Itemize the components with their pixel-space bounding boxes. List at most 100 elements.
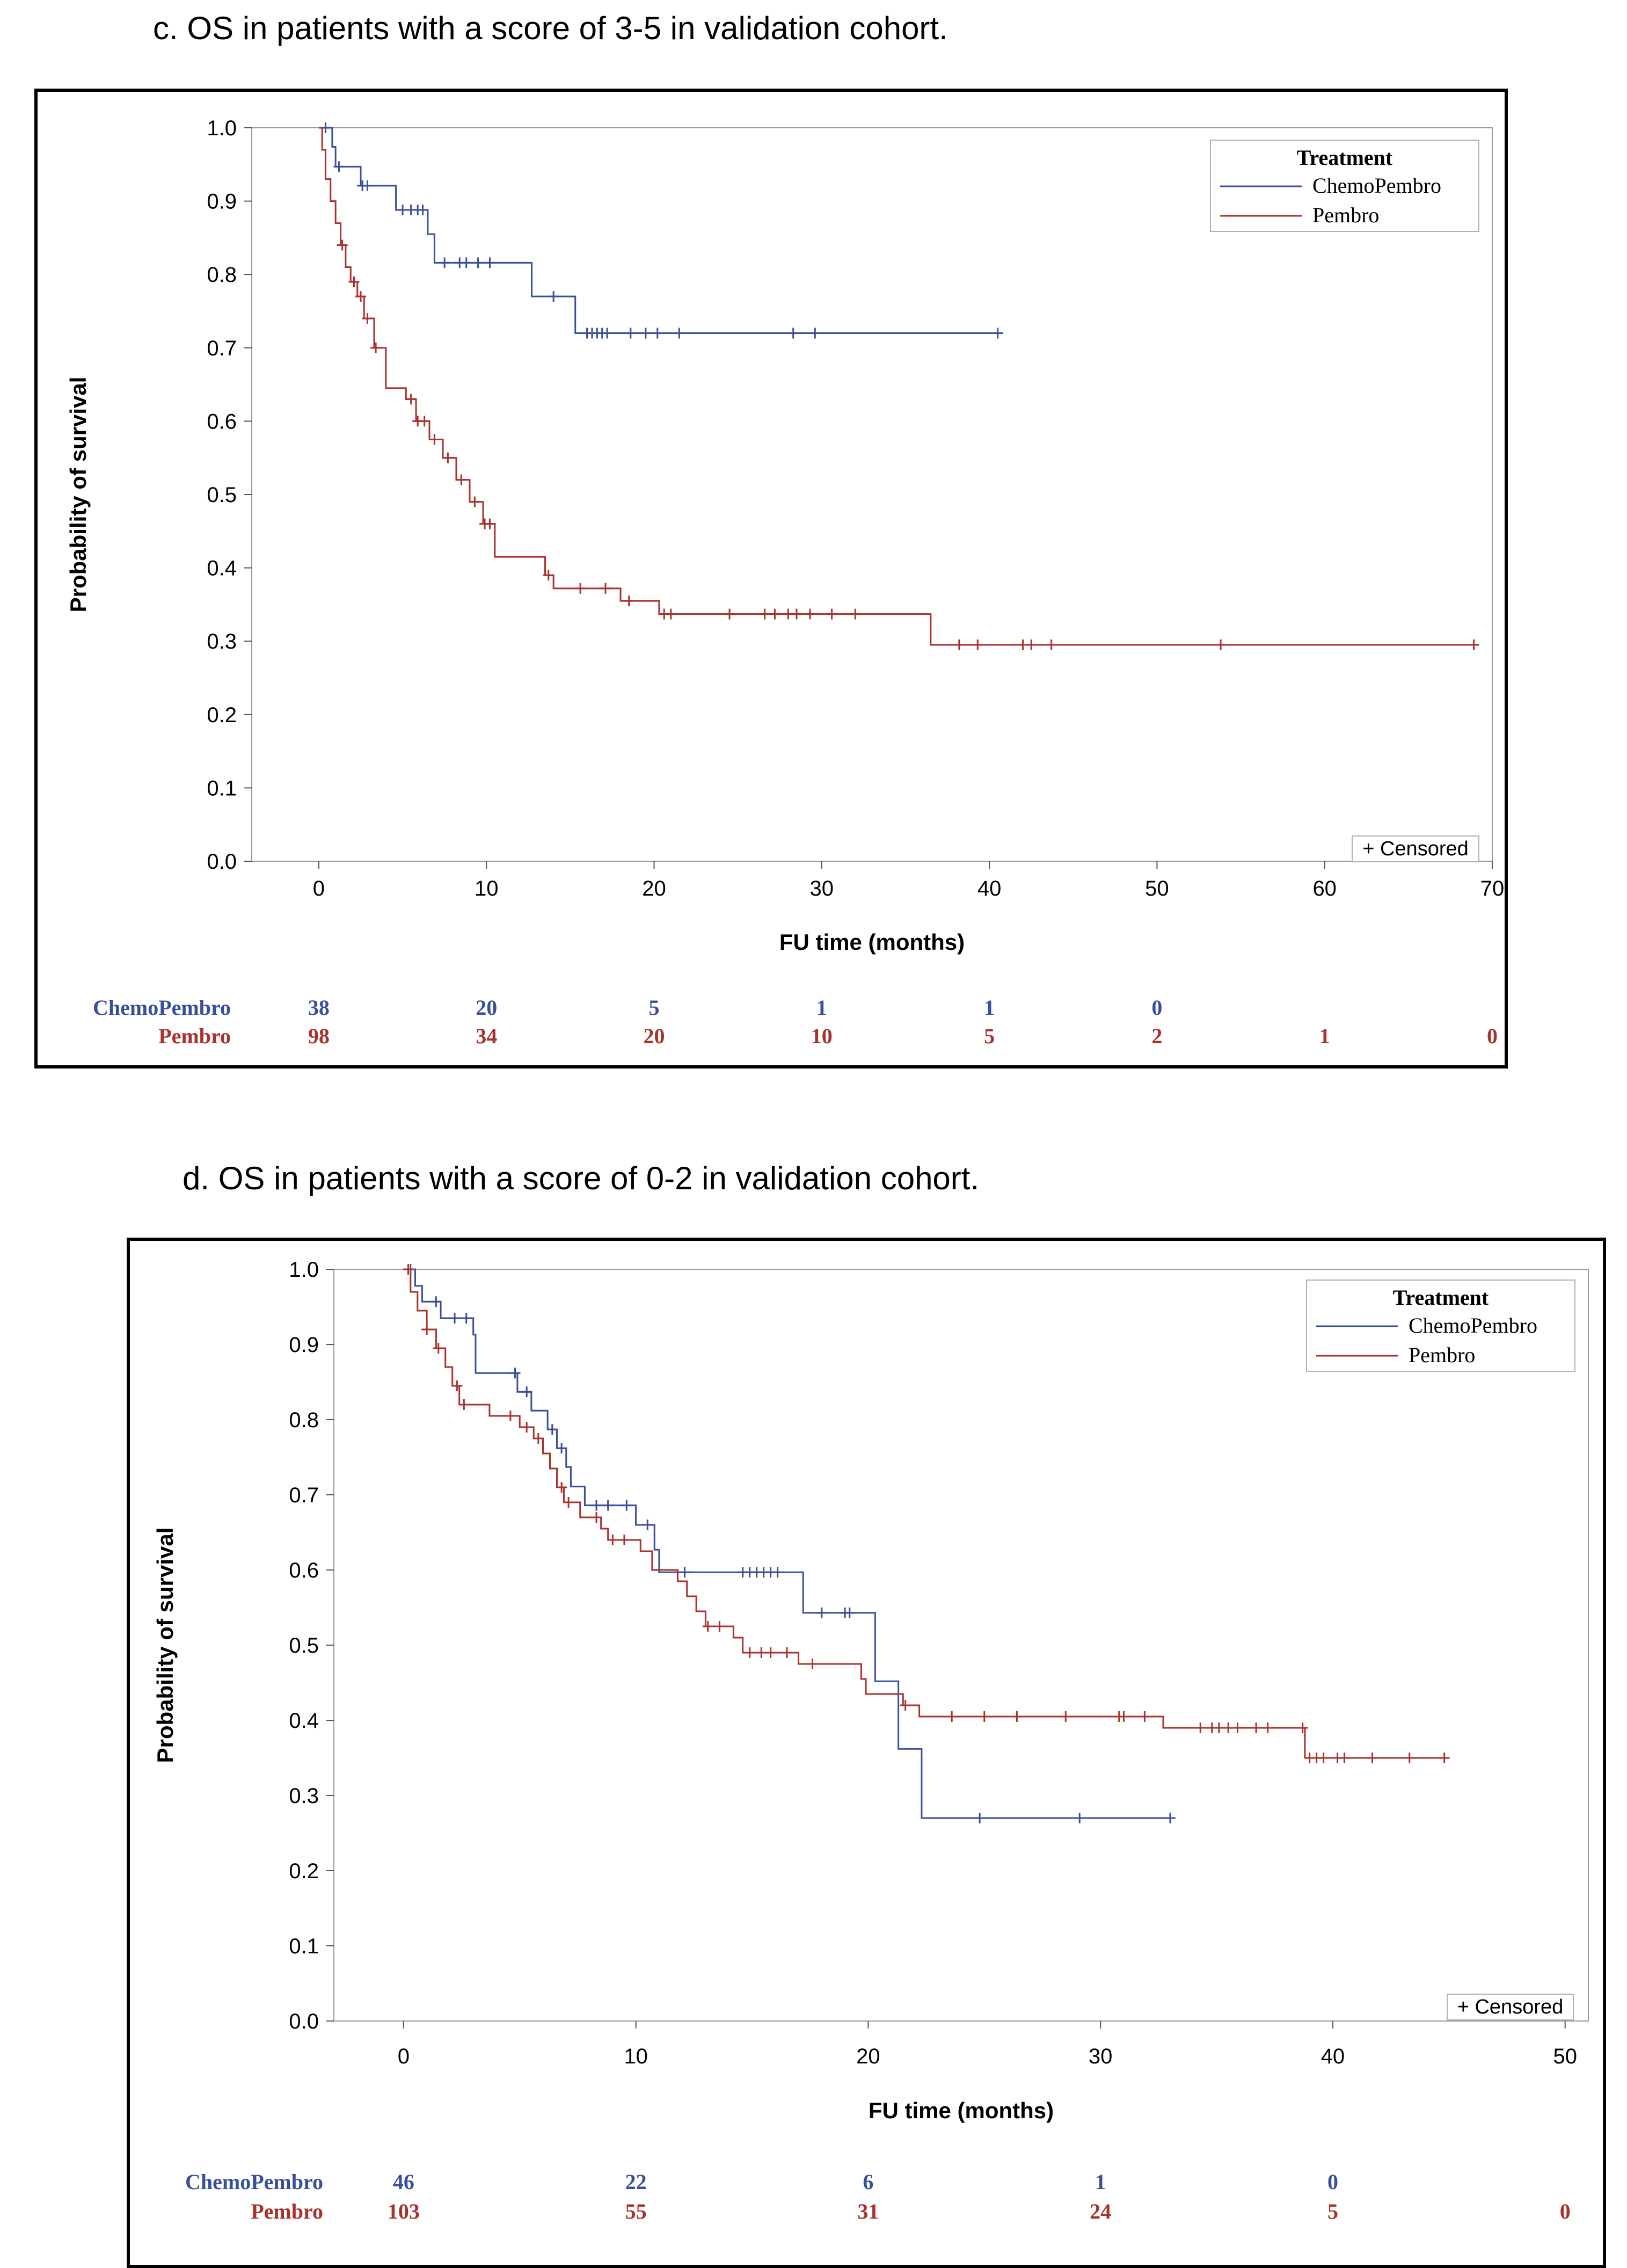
- censor-mark-chemopembro: [992, 328, 1003, 339]
- y-tick-label: 0.8: [207, 263, 237, 287]
- censor-mark-pembro: [355, 291, 366, 302]
- censor-mark-chemopembro: [674, 328, 685, 339]
- risk-count-pembro: 103: [388, 2199, 420, 2223]
- risk-count-chemopembro: 0: [1327, 2170, 1338, 2194]
- censor-mark-pembro: [1439, 1753, 1450, 1763]
- censor-mark-pembro: [744, 1647, 755, 1658]
- censor-mark-chemopembro: [546, 1424, 558, 1435]
- x-tick-label: 10: [475, 877, 499, 900]
- censor-mark-pembro: [618, 1535, 630, 1545]
- censor-mark-pembro: [1139, 1711, 1150, 1722]
- risk-count-chemopembro: 1: [1095, 2170, 1106, 2194]
- censor-mark-pembro: [451, 1380, 463, 1391]
- censor-mark-pembro: [1367, 1753, 1378, 1763]
- censor-mark-pembro: [556, 1482, 567, 1493]
- y-tick-label: 0.0: [289, 2010, 319, 2033]
- censor-mark-pembro: [724, 608, 735, 620]
- censor-mark-pembro: [442, 452, 454, 463]
- chart-d-frame: 0.0 0.1 0.2 0.3 0.4 0.5 0.6 0.7 0.8 0.9 1.0 0 10 20 30…: [127, 1238, 1606, 2268]
- censored-key-label: + Censored: [1362, 838, 1469, 860]
- x-tick-label: 30: [810, 877, 834, 900]
- x-tick-label: 10: [624, 2045, 648, 2068]
- chart-c-frame: 0.0 0.1 0.2 0.3 0.4 0.5 0.6 0.7 0.8 0.9 1.0 0 10 20 30…: [34, 89, 1508, 1068]
- censor-mark-chemopembro: [772, 1567, 783, 1578]
- censor-mark-pembro: [1297, 1722, 1308, 1733]
- censor-mark-pembro: [1232, 1722, 1243, 1733]
- censor-mark-pembro: [456, 474, 467, 485]
- y-tick-label: 1.0: [207, 117, 237, 140]
- risk-count-chemopembro: 22: [625, 2170, 647, 2194]
- km-curve-pembro: [403, 1268, 1449, 1759]
- censor-mark-pembro: [1213, 1722, 1224, 1733]
- censor-mark-chemopembro: [652, 328, 663, 339]
- censor-mark-pembro: [607, 1535, 618, 1545]
- risk-count-chemopembro: 46: [393, 2170, 414, 2194]
- risk-count-chemopembro: 1: [816, 995, 827, 1020]
- censor-mark-pembro: [575, 583, 586, 594]
- censor-mark-pembro: [543, 570, 554, 581]
- censor-mark-chemopembro: [625, 328, 636, 339]
- legend-title: Treatment: [1393, 1285, 1489, 1310]
- risk-count-chemopembro: 38: [308, 995, 330, 1020]
- censor-mark-pembro: [807, 1659, 818, 1669]
- censor-mark-pembro: [900, 1700, 911, 1711]
- censor-mark-chemopembro: [679, 1567, 690, 1578]
- censor-mark-pembro: [563, 1497, 574, 1508]
- censor-mark-pembro: [429, 434, 440, 445]
- censor-mark-chemopembro: [461, 257, 472, 268]
- censor-mark-chemopembro: [591, 1500, 602, 1511]
- risk-count-pembro: 10: [811, 1024, 833, 1048]
- legend-label-pembro: Pembro: [1409, 1343, 1475, 1367]
- censor-mark-pembro: [765, 1647, 776, 1658]
- legend-title: Treatment: [1297, 146, 1393, 170]
- censor-mark-pembro: [1339, 1753, 1350, 1763]
- censor-mark-chemopembro: [816, 1607, 827, 1618]
- censor-mark-pembro: [791, 608, 802, 620]
- risk-row-label-pembro: Pembro: [158, 1024, 231, 1048]
- risk-count-pembro: 31: [857, 2199, 879, 2223]
- censor-mark-chemopembro: [556, 1443, 567, 1454]
- censor-mark-chemopembro: [449, 1313, 461, 1324]
- censor-mark-pembro: [946, 1711, 958, 1722]
- censor-mark-pembro: [600, 583, 611, 594]
- censor-mark-chemopembro: [1165, 1813, 1176, 1823]
- censor-mark-pembro: [337, 239, 348, 251]
- x-tick-label: 40: [1321, 2045, 1345, 2068]
- censor-mark-chemopembro: [787, 328, 799, 339]
- panel-c-title: c. OS in patients with a score of 3-5 in…: [153, 10, 948, 46]
- censor-mark-chemopembro: [509, 1368, 521, 1379]
- risk-count-pembro: 34: [476, 1024, 497, 1048]
- y-tick-label: 0.2: [207, 703, 237, 727]
- censor-mark-chemopembro: [602, 328, 613, 339]
- risk-row-label-chemopembro: ChemoPembro: [93, 995, 231, 1020]
- plot-area: [251, 127, 1493, 862]
- x-tick-label: 60: [1312, 877, 1337, 900]
- censor-mark-pembro: [505, 1411, 516, 1421]
- censor-mark-pembro: [1215, 639, 1227, 651]
- censor-mark-pembro: [421, 1324, 433, 1335]
- km-curve-chemopembro: [318, 127, 998, 334]
- censor-mark-pembro: [484, 518, 495, 529]
- censor-mark-pembro: [1011, 1711, 1023, 1722]
- censor-mark-pembro: [419, 416, 430, 427]
- censor-mark-chemopembro: [461, 1313, 472, 1324]
- panel-d-title: d. OS in patients with a score of 0-2 in…: [183, 1160, 980, 1196]
- risk-count-pembro: 1: [1319, 1024, 1330, 1048]
- censor-mark-pembro: [623, 595, 634, 607]
- censor-mark-chemopembro: [642, 1520, 653, 1530]
- y-tick-label: 0.1: [207, 776, 237, 800]
- y-tick-label: 0.9: [289, 1333, 319, 1357]
- y-tick-label: 0.4: [289, 1709, 319, 1733]
- censored-key-box: [1447, 1994, 1574, 2020]
- censor-mark-pembro: [826, 608, 837, 620]
- censor-mark-pembro: [972, 639, 983, 651]
- y-tick-label: 0.5: [289, 1634, 319, 1658]
- censor-mark-chemopembro: [640, 328, 651, 339]
- censor-mark-chemopembro: [439, 257, 450, 268]
- risk-count-pembro: 0: [1560, 2199, 1571, 2223]
- y-tick-label: 0.1: [289, 1935, 319, 1958]
- censor-mark-pembro: [405, 394, 417, 405]
- censor-mark-pembro: [759, 608, 770, 620]
- censor-mark-chemopembro: [809, 328, 821, 339]
- x-tick-label: 70: [1480, 877, 1505, 900]
